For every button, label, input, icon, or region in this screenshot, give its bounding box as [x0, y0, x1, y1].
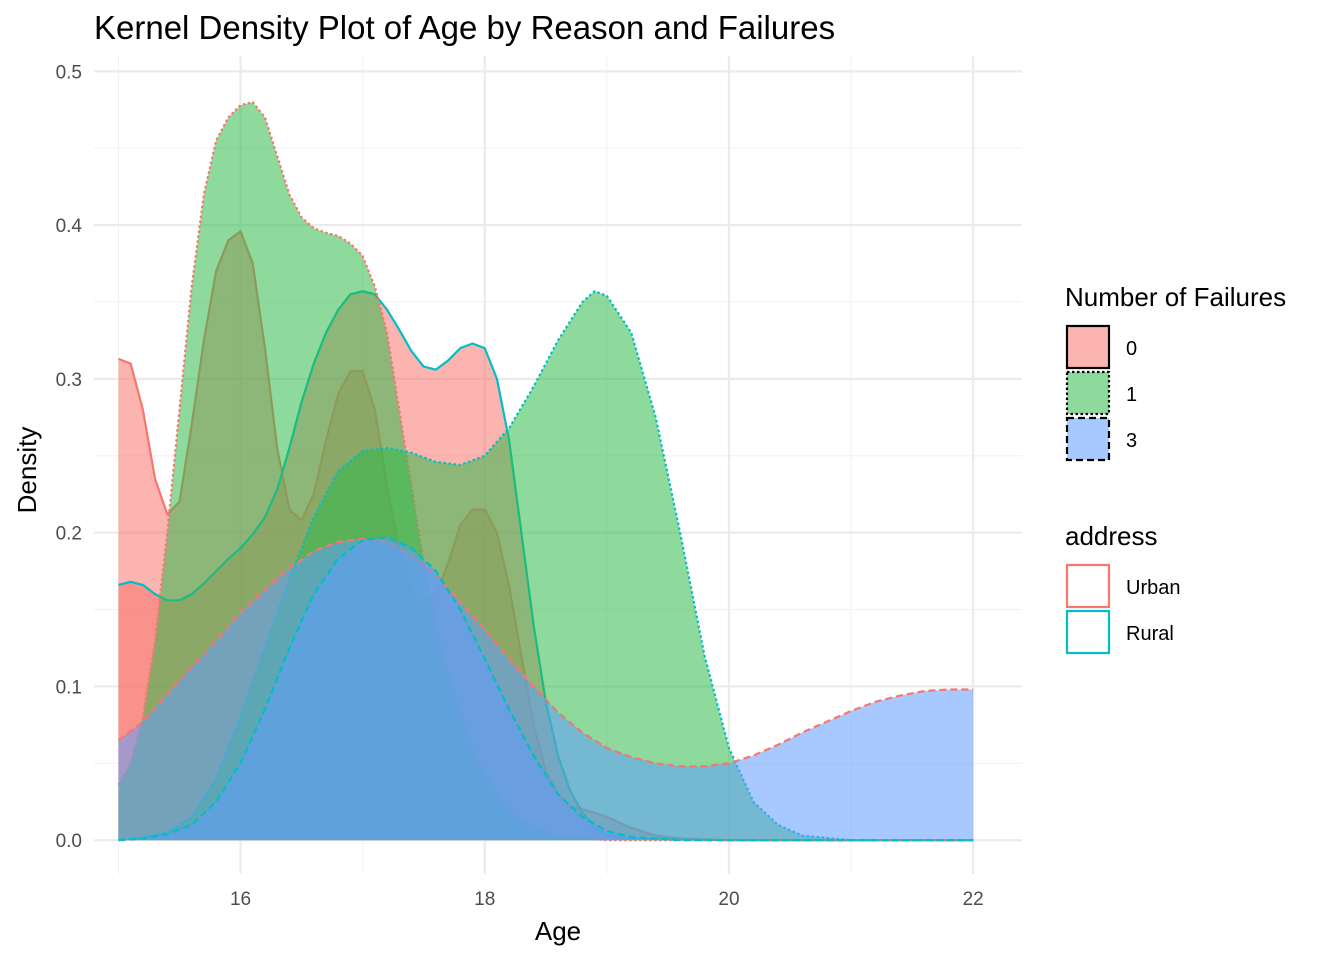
legend-label-address-urban: Urban — [1126, 577, 1180, 599]
legend-color-title: address — [1065, 521, 1158, 551]
density-series-failures-3-rural — [118, 536, 974, 842]
density-area — [118, 537, 974, 841]
legend-number-of-failures: Number of Failures 0 1 3 — [1065, 282, 1286, 462]
legend-label-failures-3: 3 — [1126, 430, 1137, 452]
y-tick-label: 0.2 — [56, 524, 82, 545]
legend-key-failures-0 — [1065, 324, 1111, 370]
x-tick-label: 16 — [230, 889, 251, 910]
legend-key-failures-3 — [1065, 416, 1111, 462]
legend-address: address Urban Rural — [1065, 521, 1180, 655]
legend-fill-title: Number of Failures — [1065, 282, 1286, 312]
y-axis-title: Density — [12, 427, 42, 514]
y-tick-label: 0.1 — [56, 677, 82, 698]
density-line — [118, 536, 974, 842]
legend-key-address-rural — [1065, 609, 1111, 655]
legend-label-failures-1: 1 — [1126, 384, 1137, 406]
legend-label-failures-0: 0 — [1126, 338, 1137, 360]
y-tick-label: 0.3 — [56, 370, 82, 391]
legend-key-address-urban — [1065, 563, 1111, 609]
x-tick-label: 22 — [963, 889, 984, 910]
axis-ticks: 0.0 0.1 0.2 0.3 0.4 0.5 16 18 20 22 — [56, 62, 984, 910]
y-tick-label: 0.5 — [56, 62, 82, 83]
y-tick-label: 0.4 — [56, 216, 83, 237]
density-areas — [117, 101, 974, 842]
chart-title: Kernel Density Plot of Age by Reason and… — [94, 9, 835, 46]
x-tick-label: 18 — [474, 889, 495, 910]
x-tick-label: 20 — [718, 889, 739, 910]
legend-key-failures-1 — [1065, 370, 1111, 416]
legend-label-address-rural: Rural — [1126, 623, 1174, 645]
x-axis-title: Age — [535, 916, 581, 946]
y-tick-label: 0.0 — [56, 831, 82, 852]
density-line — [117, 537, 974, 768]
